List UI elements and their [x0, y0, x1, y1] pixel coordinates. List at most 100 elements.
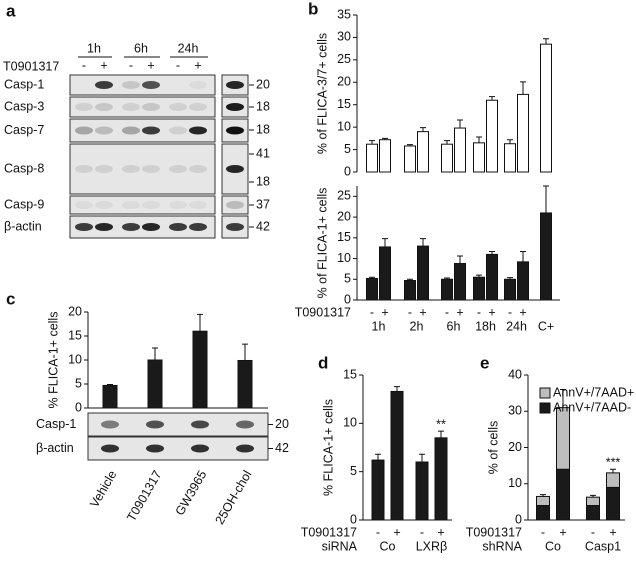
sign-label: +	[147, 58, 154, 72]
blot-band	[101, 420, 119, 429]
y-tick-label: 5	[344, 142, 351, 156]
error-bar	[444, 277, 450, 280]
y-tick-label: 20	[68, 304, 82, 318]
group-label: 1h	[372, 319, 386, 333]
error-bar	[507, 277, 513, 280]
blot-band	[236, 444, 254, 453]
x-axis-label: T0901317	[466, 525, 522, 539]
x-tick-label: -	[408, 305, 412, 319]
group-label: 24h	[506, 319, 527, 333]
blot-band	[122, 126, 140, 135]
blot-band	[75, 223, 93, 231]
x-tick-label: 25OH-chol	[212, 468, 254, 527]
y-tick-label: 30	[508, 404, 522, 418]
bar-segment	[606, 486, 620, 521]
time-label: 1h	[87, 41, 101, 55]
error-bar	[540, 494, 546, 497]
panel-label: b	[308, 0, 318, 18]
blot-band	[191, 444, 209, 453]
y-tick-label: 0	[350, 512, 357, 526]
error-bar	[407, 278, 413, 281]
bar-segment	[536, 505, 550, 521]
row-label: Casp-3	[4, 99, 44, 113]
row-label: Casp-1	[36, 417, 76, 431]
panel-label: e	[480, 353, 489, 372]
y-tick-label: 5	[350, 464, 357, 478]
error-bar	[242, 343, 248, 361]
error-bar	[489, 96, 495, 101]
blot-band	[189, 103, 207, 111]
error-bar	[197, 313, 203, 332]
x-tick-label: -	[541, 525, 545, 539]
bar-segment	[606, 472, 620, 488]
y-tick-label: 10	[508, 476, 522, 490]
y-tick-label: 0	[515, 512, 522, 526]
sign-label: -	[129, 58, 133, 72]
row-label: β-actin	[36, 441, 74, 455]
time-label: 6h	[134, 41, 148, 55]
x-tick-label: +	[456, 305, 463, 319]
x-tick-label: T0901317	[124, 468, 164, 524]
error-bar	[438, 430, 444, 438]
y-tick-label: 40	[508, 367, 522, 381]
bar	[371, 459, 385, 521]
bar-segment	[586, 505, 600, 521]
blot-band	[75, 165, 93, 173]
x-axis-label: shRNA	[482, 539, 522, 553]
blot-band	[95, 103, 113, 111]
row-label: β-actin	[4, 219, 42, 233]
blot-band	[146, 444, 164, 453]
y-tick-label: 10	[343, 416, 357, 430]
blot-band	[169, 201, 187, 209]
y-axis-label: % FLICA-1+ cells	[46, 312, 60, 409]
y-tick-label: 20	[337, 75, 351, 89]
x-tick-label: +	[393, 525, 400, 539]
blot-band	[142, 165, 160, 173]
legend-label: AnnV+/7AAD-	[553, 400, 631, 414]
legend-swatch	[539, 387, 551, 399]
blot-band	[189, 165, 207, 173]
x-tick-label: -	[477, 305, 481, 319]
blot-band	[146, 420, 164, 429]
bar	[486, 253, 498, 301]
row-label: Casp-1	[4, 77, 44, 91]
blot-box	[69, 96, 216, 118]
marker-label: 20	[256, 77, 270, 91]
blot-band	[95, 81, 113, 89]
legend-swatch	[539, 402, 551, 414]
y-tick-label: 30	[337, 30, 351, 44]
bar	[540, 212, 552, 301]
row-label: Casp-9	[4, 197, 44, 211]
marker-label: 42	[256, 219, 270, 233]
blot-band	[169, 165, 187, 173]
marker-label: 42	[275, 441, 289, 455]
error-bar	[590, 494, 596, 498]
y-tick-label: 20	[337, 209, 351, 223]
x-tick-label: +	[419, 305, 426, 319]
bar	[102, 384, 118, 409]
error-bar	[420, 238, 426, 247]
bar-segment	[556, 468, 570, 521]
error-bar	[419, 453, 425, 462]
bar	[454, 127, 466, 173]
blot-band	[226, 201, 244, 209]
y-tick-label: 25	[337, 52, 351, 66]
error-bar	[420, 127, 426, 132]
error-bar	[457, 119, 463, 129]
y-tick-label: 0	[75, 400, 82, 414]
y-tick-label: 15	[337, 230, 351, 244]
bar	[473, 276, 485, 301]
sign-label: +	[100, 58, 107, 72]
group-label: 2h	[410, 319, 424, 333]
blot-band	[75, 201, 93, 209]
blot-band	[189, 81, 207, 89]
x-tick-label: -	[508, 305, 512, 319]
error-bar	[560, 389, 566, 408]
blot-band	[142, 81, 160, 89]
y-tick-label: 5	[75, 376, 82, 390]
bar	[454, 263, 466, 301]
bar	[415, 461, 429, 521]
marker-label: 18	[256, 99, 270, 113]
x-axis-label: siRNA	[322, 539, 358, 553]
error-bar	[457, 255, 463, 264]
